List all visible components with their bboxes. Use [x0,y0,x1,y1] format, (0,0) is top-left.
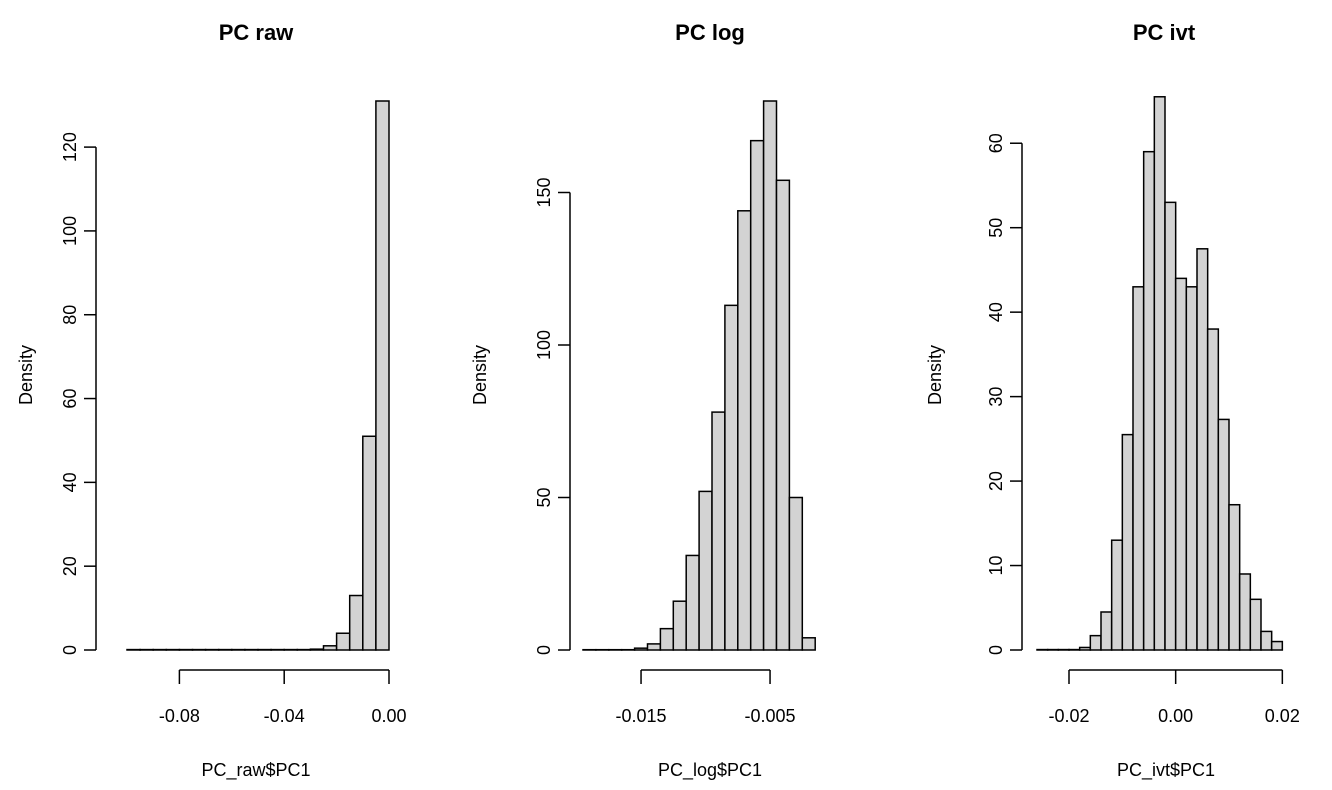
histogram-bar [646,643,662,651]
histogram-bar [1078,646,1092,651]
x-tick-label: 0.02 [1265,706,1300,726]
histogram-panel-pc-ivt: PC ivt 0 10 20 30 40 50 60 -0.02 0.00 0.02 PC_ivt$P… [925,20,1300,781]
x-axis-label: PC_raw$PC1 [201,760,310,781]
histogram-bar [375,100,390,651]
y-tick-label: 0 [60,645,80,655]
histogram-bar [1089,634,1102,651]
y-tick-label: 0 [986,645,1006,655]
histogram-bar [775,179,791,651]
histogram-panel-pc-raw: PC raw 0 20 40 60 80 100 120 -0.08 -0.04 0.00 PC_ra… [16,20,407,781]
histogram-bar [1185,286,1198,651]
histogram-bar [309,648,325,651]
y-tick-label: 20 [60,556,80,576]
chart-title: PC ivt [1133,20,1196,45]
histogram-bar [672,600,687,651]
histogram-bar [801,637,816,651]
chart-title: PC log [675,20,745,45]
histogram-bar [659,627,675,651]
histogram-bar [322,645,338,651]
y-tick-label: 30 [986,387,1006,407]
histogram-bar [362,435,377,651]
histogram-bar [1142,150,1156,651]
histogram-bar [1196,248,1209,651]
histogram-bar [749,139,765,651]
histogram-bar [1100,611,1113,651]
histogram-bar [1217,418,1230,651]
histogram-bar [1153,96,1166,651]
histogram-bar [1132,286,1145,651]
x-tick-label: -0.08 [159,706,200,726]
histogram-bar [788,496,804,651]
histogram-bar [1260,630,1273,651]
x-tick-label: 0.00 [371,706,406,726]
histogram-bar [633,647,649,651]
histogram-bar [1228,503,1241,651]
y-tick-label: 50 [534,487,554,507]
histogram-bar [737,210,752,651]
y-tick-label: 100 [60,216,80,246]
x-tick-label: -0.015 [616,706,667,726]
histogram-bar [1249,598,1262,651]
histogram-bar [762,100,778,651]
y-tick-label: 100 [534,330,554,360]
y-tick-label: 80 [60,305,80,325]
y-tick-label: 20 [986,471,1006,491]
y-axis-label: Density [16,345,36,405]
y-tick-label: 40 [986,302,1006,322]
x-tick-label: -0.005 [745,706,796,726]
y-axis-label: Density [470,345,490,405]
y-tick-label: 0 [534,645,554,655]
histogram-bar [711,411,726,651]
chart-title: PC raw [219,20,294,45]
histogram-bar [1164,201,1177,651]
x-tick-label: -0.02 [1048,706,1089,726]
y-tick-label: 60 [60,389,80,409]
y-tick-label: 50 [986,218,1006,238]
y-tick-label: 60 [986,133,1006,153]
y-tick-label: 120 [60,132,80,162]
y-tick-label: 150 [534,177,554,207]
histogram-bar [1270,640,1284,651]
histogram-bar [348,594,364,651]
histogram-panel-pc-log: PC log 0 50 100 150 -0.015 -0.005 PC_log$PC1 Den… [470,20,816,781]
histogram-bar [724,304,739,651]
y-tick-label: 10 [986,556,1006,576]
histogram-bar [685,554,700,651]
histogram-bar [1238,573,1252,651]
y-tick-label: 40 [60,472,80,492]
histogram-bar [1110,539,1124,651]
histogram-bar [1206,328,1220,651]
histogram-bar [698,490,713,651]
histogram-bar [1121,433,1134,651]
x-axis-label: PC_log$PC1 [658,760,762,781]
histogram-bar [335,632,351,651]
histogram-bar [1174,277,1188,651]
y-axis-label: Density [925,345,945,405]
x-tick-label: -0.04 [264,706,305,726]
x-tick-label: 0.00 [1158,706,1193,726]
x-axis-label: PC_ivt$PC1 [1117,760,1215,781]
